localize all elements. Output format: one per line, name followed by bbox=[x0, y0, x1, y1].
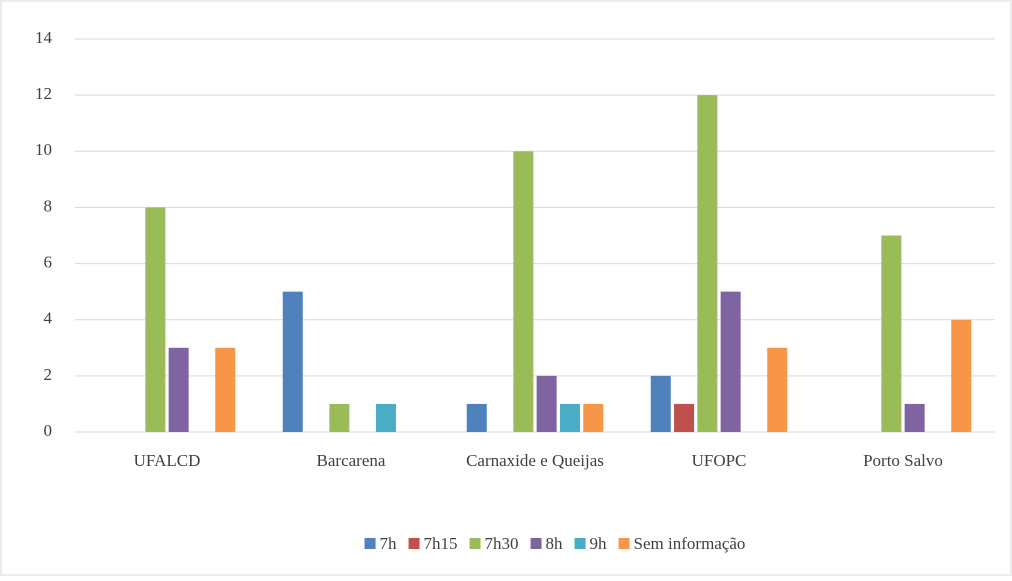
y-tick-label: 8 bbox=[44, 196, 53, 215]
y-tick-label: 6 bbox=[44, 252, 53, 271]
bar bbox=[168, 347, 189, 432]
y-tick-label: 10 bbox=[35, 140, 52, 159]
x-tick-label: UFOPC bbox=[692, 451, 747, 470]
y-tick-label: 2 bbox=[44, 365, 53, 384]
legend-label: 7h15 bbox=[424, 534, 458, 553]
legend-label: 8h bbox=[546, 534, 564, 553]
bar bbox=[375, 403, 396, 432]
y-tick-label: 0 bbox=[44, 421, 53, 440]
x-tick-label: Barcarena bbox=[317, 451, 386, 470]
bar bbox=[513, 151, 534, 433]
legend-swatch bbox=[618, 538, 630, 549]
legend-swatch bbox=[469, 538, 481, 549]
bar bbox=[215, 347, 236, 432]
y-tick-label: 14 bbox=[35, 28, 53, 47]
bar bbox=[720, 291, 741, 432]
bar bbox=[145, 207, 166, 432]
legend-swatch bbox=[530, 538, 542, 549]
bar bbox=[559, 403, 580, 432]
bar bbox=[767, 347, 788, 432]
bar bbox=[583, 403, 604, 432]
bar bbox=[536, 375, 557, 432]
bar bbox=[282, 291, 303, 432]
x-tick-label: UFALCD bbox=[134, 451, 201, 470]
legend-label: 7h bbox=[380, 534, 398, 553]
legend-label: 7h30 bbox=[485, 534, 519, 553]
legend-swatch bbox=[574, 538, 586, 549]
bar bbox=[904, 403, 925, 432]
y-tick-label: 12 bbox=[35, 84, 52, 103]
bar bbox=[697, 95, 718, 433]
x-tick-label: Carnaxide e Queijas bbox=[466, 451, 604, 470]
x-tick-label: Porto Salvo bbox=[863, 451, 943, 470]
legend-swatch bbox=[364, 538, 376, 549]
bar bbox=[466, 403, 487, 432]
legend-label: Sem informação bbox=[634, 534, 746, 553]
bar bbox=[329, 403, 350, 432]
bar bbox=[674, 403, 695, 432]
bar bbox=[951, 319, 972, 432]
legend-label: 9h bbox=[590, 534, 608, 553]
bar bbox=[881, 235, 902, 432]
y-tick-label: 4 bbox=[44, 309, 53, 328]
legend-swatch bbox=[408, 538, 420, 549]
bar bbox=[650, 375, 671, 432]
